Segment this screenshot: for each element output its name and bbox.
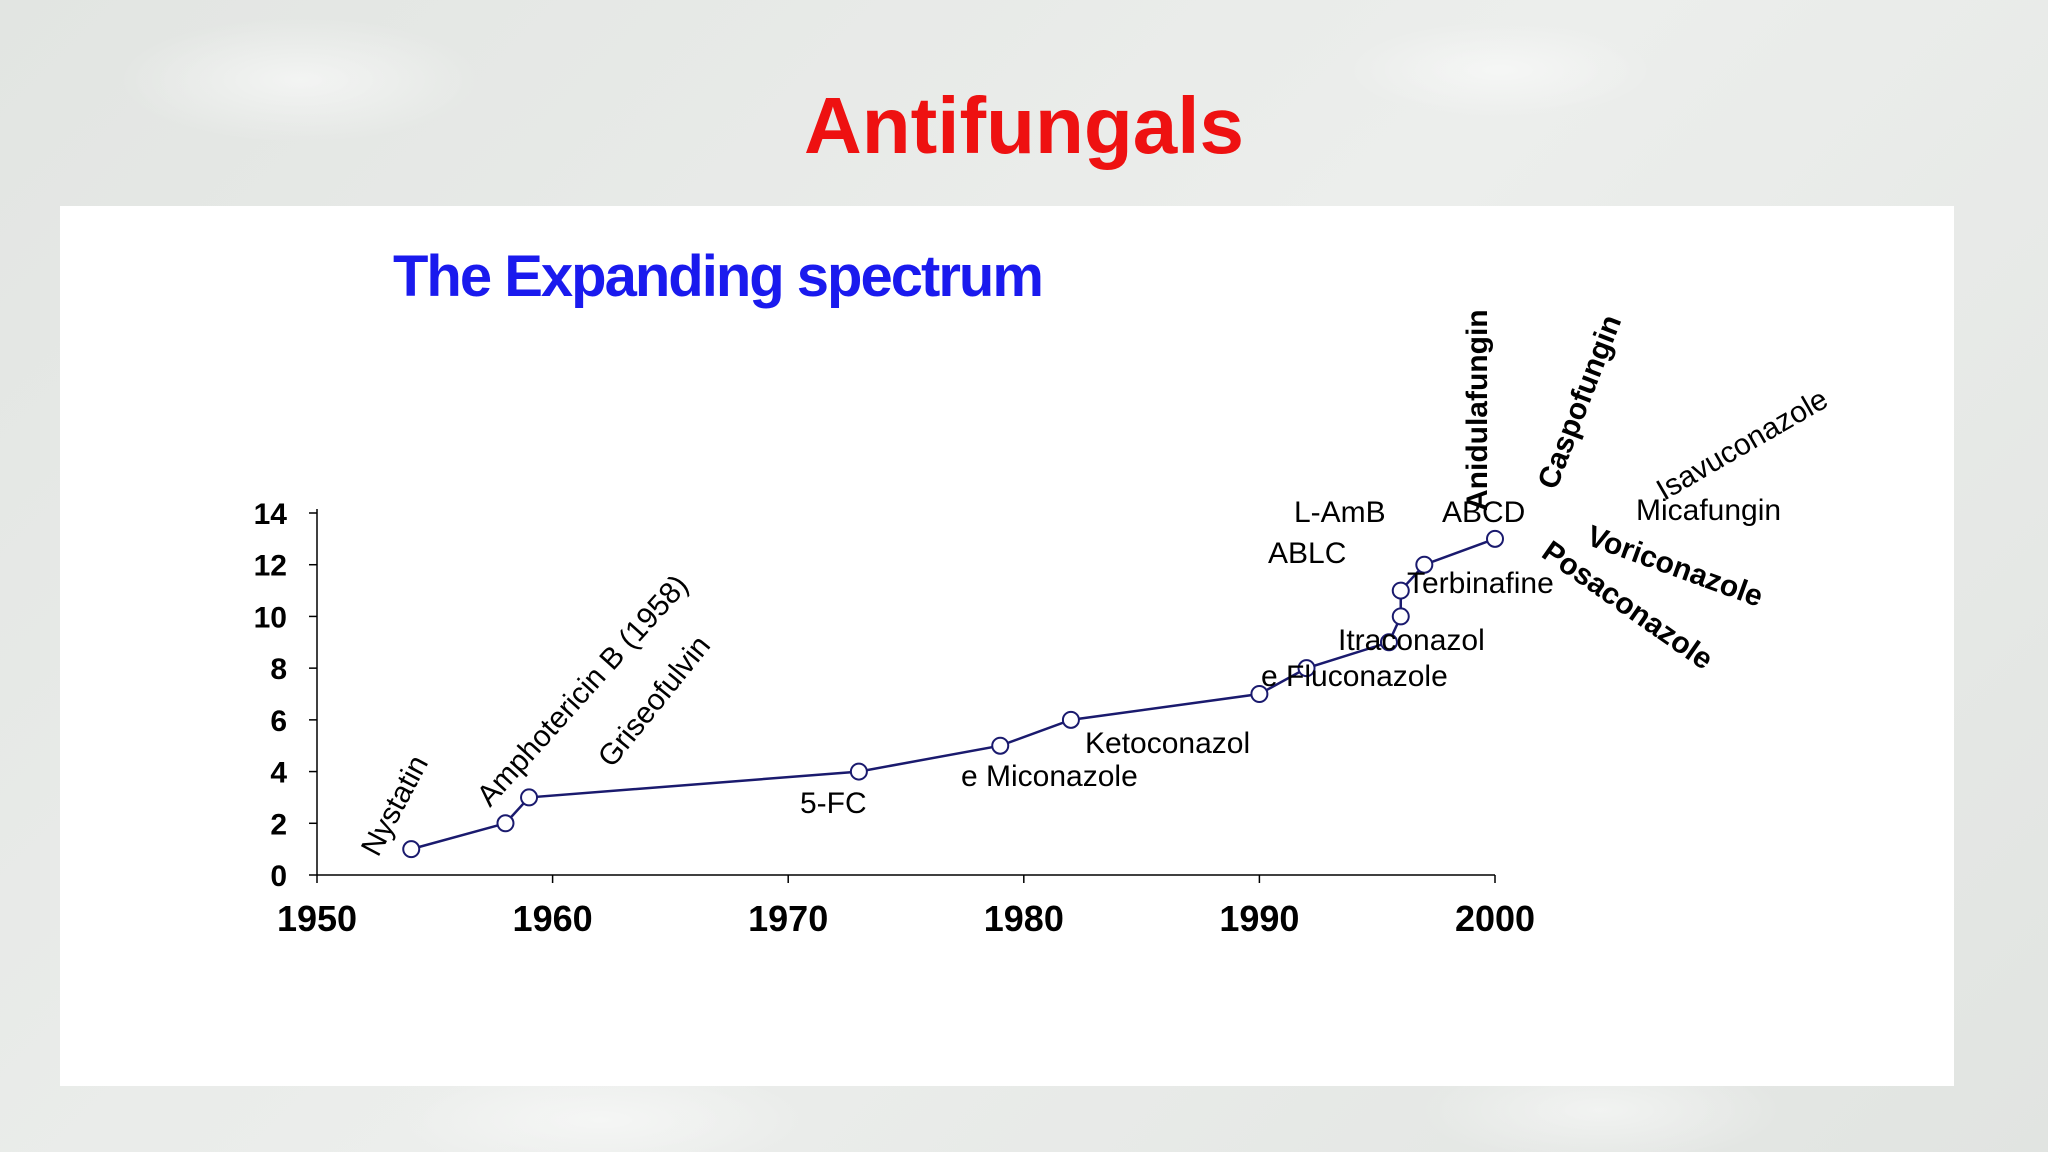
y-tick-label: 10 <box>254 601 287 634</box>
data-point <box>1391 607 1410 626</box>
x-tick-label: 1990 <box>1219 898 1299 939</box>
x-tick-label: 1960 <box>513 898 593 939</box>
data-point <box>849 762 868 781</box>
annotation-label: Terbinafine <box>1407 567 1554 600</box>
annotation-label: ABCD <box>1442 496 1525 529</box>
chart: The Expanding spectrum 0 2 4 6 8 10 12 14 1950 19… <box>254 244 1834 939</box>
annotation-label: Ketoconazol <box>1085 727 1250 760</box>
x-tick-label: 1980 <box>984 898 1064 939</box>
data-point <box>496 814 515 833</box>
annotation-label: Itraconazol <box>1338 624 1485 657</box>
x-tick-label: 1950 <box>277 898 357 939</box>
y-tick-label: 0 <box>270 860 287 893</box>
annotation-label: L-AmB <box>1294 496 1386 529</box>
data-point <box>1415 555 1434 574</box>
data-point <box>1061 710 1080 729</box>
annotation-label: 5-FC <box>800 787 867 820</box>
annotation-label: Isavuconazole <box>1651 383 1834 507</box>
data-point <box>991 736 1010 755</box>
x-tick-label: 2000 <box>1455 898 1535 939</box>
annotation-label: ABLC <box>1268 537 1346 570</box>
y-tick-label: 6 <box>270 705 287 738</box>
data-point <box>1486 529 1504 548</box>
x-tick-label: 1970 <box>748 898 828 939</box>
y-tick-label: 4 <box>270 757 287 790</box>
data-point <box>402 840 421 859</box>
data-point <box>1250 685 1269 703</box>
data-point <box>520 788 539 807</box>
y-tick-label: 12 <box>254 550 287 583</box>
data-point <box>1391 581 1410 600</box>
annotation-label: Micafungin <box>1636 494 1781 527</box>
y-tick-label: 8 <box>270 653 287 686</box>
chart-title: The Expanding spectrum <box>393 244 1042 309</box>
data-point <box>1297 659 1316 678</box>
annotation-label: Anidulafungin <box>1461 309 1494 511</box>
slide-title: Antifungals <box>804 81 1244 170</box>
annotation-label: e Miconazole <box>961 760 1138 793</box>
annotation-label: e Fluconazole <box>1261 660 1448 693</box>
y-tick-label: 14 <box>254 498 288 531</box>
annotation-label: Caspofungin <box>1532 311 1629 494</box>
chart-panel: The Expanding spectrum 0 2 4 6 8 10 12 14 1950 19… <box>60 206 1954 1086</box>
data-point <box>1379 633 1398 652</box>
y-tick-label: 2 <box>270 808 287 841</box>
